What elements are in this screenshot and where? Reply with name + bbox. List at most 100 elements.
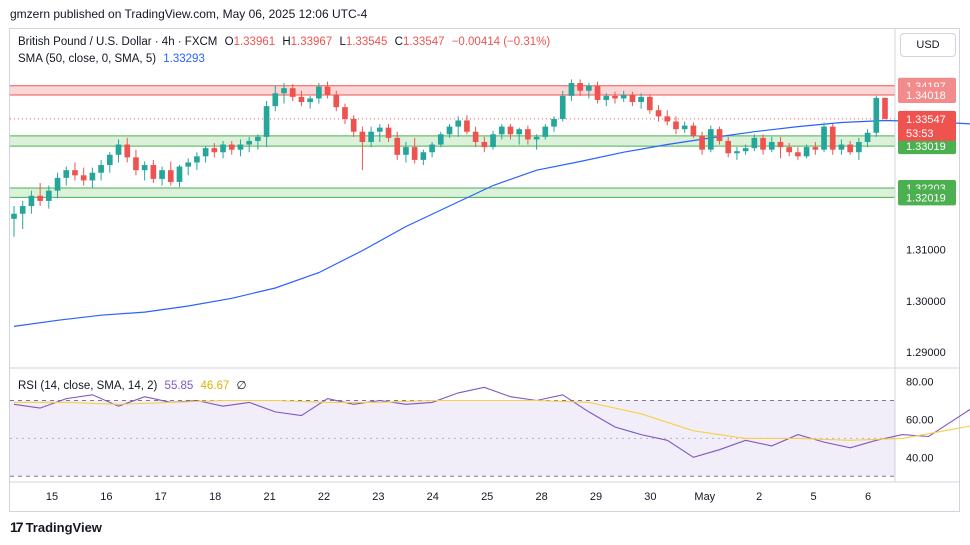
- rsi-tick-label: 80.00: [906, 377, 934, 389]
- tradingview-logo-icon: 17: [10, 519, 24, 535]
- candle: [220, 144, 226, 153]
- publisher-line: gmzern published on TradingView.com, May…: [10, 7, 368, 21]
- time-tick-label: 25: [481, 491, 493, 503]
- candle: [150, 165, 157, 179]
- zone-1: [10, 135, 895, 147]
- candle: [246, 140, 253, 145]
- rsi-extra: ∅: [236, 380, 247, 392]
- candle: [734, 151, 740, 154]
- axes-layer: 1.310001.300001.290001.341971.340181.332…: [46, 77, 956, 503]
- candle: [742, 148, 749, 152]
- ohlc-close: C1.33547: [394, 36, 445, 48]
- ohlc-open: O1.33961: [224, 36, 276, 48]
- time-tick-label: 5: [811, 491, 817, 503]
- candle: [19, 206, 26, 214]
- candle: [176, 166, 183, 182]
- candle: [211, 148, 218, 153]
- candle: [768, 141, 775, 150]
- candle: [577, 83, 583, 91]
- candle: [673, 121, 679, 130]
- sma-legend: SMA (50, close, 0, SMA, 5) 1.33293: [18, 53, 209, 65]
- candle: [725, 140, 732, 154]
- candle: [333, 94, 340, 108]
- candle: [281, 88, 287, 94]
- time-tick-label: 28: [535, 491, 547, 503]
- candle: [516, 129, 523, 135]
- candle: [681, 125, 688, 130]
- badge-support2-bottom: 1.32019: [906, 192, 946, 204]
- candle: [342, 107, 348, 119]
- candle: [472, 131, 479, 142]
- candle: [202, 148, 209, 157]
- candle: [28, 195, 35, 207]
- candle: [63, 170, 70, 178]
- candle: [699, 135, 705, 150]
- rsi-label: RSI (14, close, SMA, 14, 2): [18, 380, 158, 392]
- ohlc-high: H1.33967: [282, 36, 333, 48]
- time-tick-label: 17: [155, 491, 167, 503]
- time-tick-label: May: [694, 491, 715, 503]
- candle: [263, 106, 270, 137]
- candle: [542, 126, 549, 137]
- candle: [838, 144, 845, 150]
- candle: [228, 144, 235, 150]
- time-tick-label: 30: [644, 491, 656, 503]
- rsi-tick-label: 60.00: [906, 414, 934, 426]
- time-tick-label: 22: [318, 491, 330, 503]
- badge-resistance-bottom-bg: [898, 86, 956, 103]
- candle: [795, 152, 801, 157]
- candle: [655, 110, 662, 117]
- candle: [498, 126, 505, 135]
- candle: [481, 141, 488, 148]
- candle: [394, 137, 401, 155]
- candle: [159, 170, 165, 179]
- badge-support2-bottom-bg: [898, 189, 956, 206]
- candle: [559, 95, 566, 119]
- candle: [612, 95, 618, 99]
- badge-support-bottom: 1.33019: [906, 141, 946, 153]
- time-tick-label: 18: [209, 491, 221, 503]
- candle: [664, 116, 671, 122]
- candle: [586, 85, 592, 91]
- candle: [882, 97, 888, 119]
- currency-button[interactable]: USD: [900, 33, 956, 57]
- candle: [812, 147, 819, 150]
- candle: [629, 94, 636, 103]
- badge-resistance-bottom: 1.34018: [906, 90, 946, 102]
- candle: [864, 132, 871, 142]
- candle: [646, 96, 653, 111]
- candle: [533, 136, 540, 140]
- grid-layer: [10, 29, 960, 483]
- brand-name: TradingView: [25, 519, 102, 535]
- sma-label: SMA (50, close, 0, SMA, 5): [18, 53, 157, 65]
- rsi-value: 55.85: [164, 380, 194, 392]
- candle: [54, 177, 61, 191]
- candle: [551, 118, 557, 127]
- candle: [11, 213, 17, 219]
- candle: [89, 172, 96, 181]
- candle: [141, 165, 148, 171]
- badge-current-bg: [898, 110, 956, 141]
- candle: [194, 156, 200, 163]
- time-tick-label: 16: [100, 491, 112, 503]
- tradingview-logo[interactable]: 17 TradingView: [10, 519, 102, 535]
- candle: [464, 120, 470, 132]
- candle: [437, 134, 444, 145]
- candle: [46, 190, 52, 201]
- candle: [507, 126, 514, 135]
- candle: [255, 136, 261, 141]
- price-tick-label: 1.30000: [906, 296, 946, 308]
- time-tick-label: 21: [263, 491, 275, 503]
- candle: [821, 126, 827, 150]
- candle: [716, 129, 723, 141]
- candle: [237, 144, 244, 150]
- zone-0: [10, 85, 895, 95]
- candle: [106, 154, 113, 166]
- candles-layer: [11, 79, 888, 237]
- rsi-legend: RSI (14, close, SMA, 14, 2) 55.85 46.67 …: [18, 378, 251, 392]
- candle: [638, 96, 644, 103]
- time-tick-label: 23: [372, 491, 384, 503]
- candle: [847, 144, 853, 153]
- candle: [289, 88, 296, 97]
